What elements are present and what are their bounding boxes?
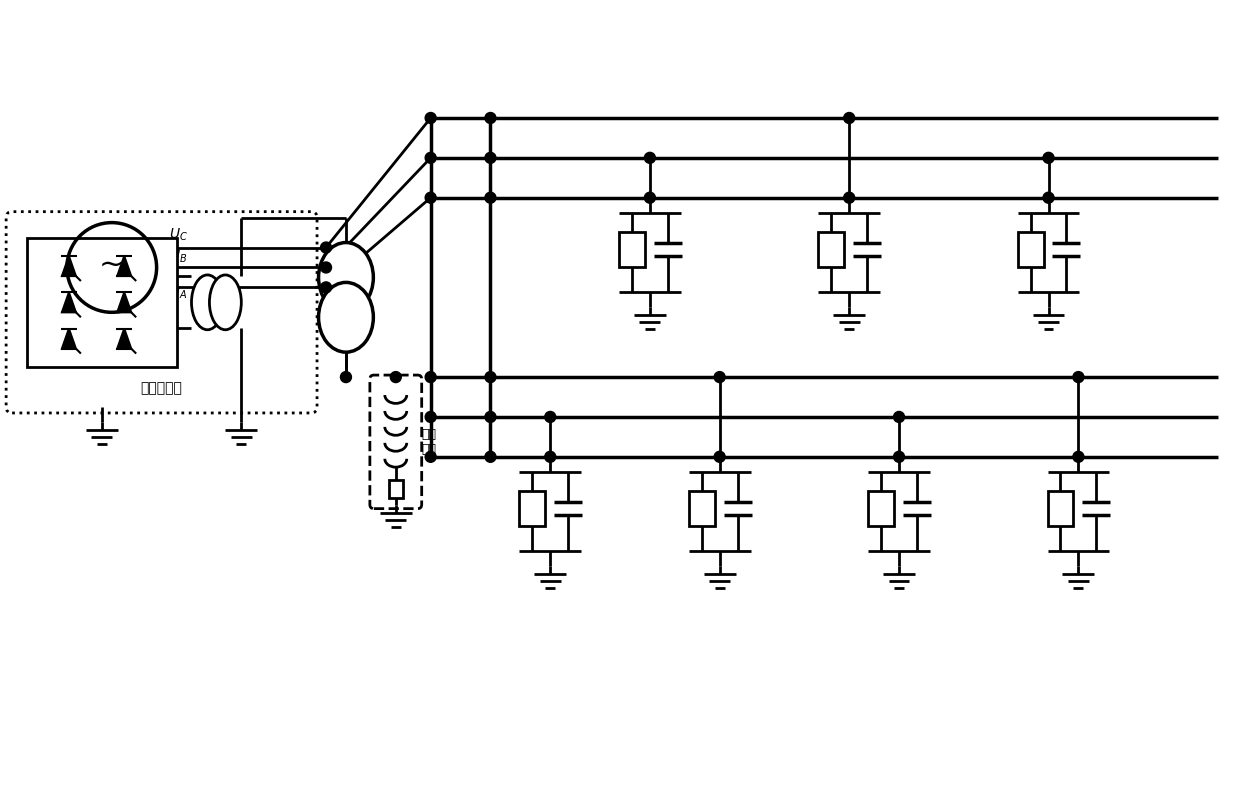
Circle shape [391, 371, 402, 383]
Circle shape [544, 411, 556, 423]
Polygon shape [62, 329, 76, 349]
Circle shape [544, 452, 556, 462]
Circle shape [485, 152, 496, 164]
FancyBboxPatch shape [6, 212, 317, 413]
Bar [688, 491, 714, 526]
Circle shape [341, 371, 351, 383]
Circle shape [425, 452, 436, 462]
Ellipse shape [319, 242, 373, 312]
Circle shape [425, 192, 436, 203]
Circle shape [485, 112, 496, 124]
Circle shape [425, 112, 436, 124]
Bar [1018, 232, 1044, 267]
Circle shape [321, 262, 331, 273]
Circle shape [425, 152, 436, 164]
Circle shape [894, 411, 904, 423]
Text: 消弧
线圈: 消弧 线圈 [422, 427, 436, 456]
Circle shape [1043, 152, 1054, 164]
Circle shape [425, 371, 436, 383]
Circle shape [714, 371, 725, 383]
Bar [818, 232, 844, 267]
Text: 可控电压源: 可控电压源 [140, 381, 182, 395]
Circle shape [714, 452, 725, 462]
Circle shape [485, 411, 496, 423]
Circle shape [645, 152, 656, 164]
Circle shape [843, 192, 854, 203]
Polygon shape [62, 293, 76, 312]
Circle shape [1043, 192, 1054, 203]
Text: $U_C$: $U_C$ [169, 226, 187, 242]
Ellipse shape [319, 282, 373, 352]
Bar [1048, 491, 1074, 526]
Text: ~: ~ [99, 251, 124, 280]
Circle shape [321, 242, 331, 253]
Circle shape [843, 112, 854, 124]
Polygon shape [118, 329, 131, 349]
Circle shape [485, 452, 496, 462]
Bar [520, 491, 546, 526]
Text: $U_A$: $U_A$ [169, 285, 187, 302]
Ellipse shape [210, 275, 242, 330]
Circle shape [1073, 452, 1084, 462]
Bar [27, 237, 176, 367]
Ellipse shape [191, 275, 223, 330]
FancyBboxPatch shape [370, 375, 422, 508]
Bar [868, 491, 894, 526]
Bar [619, 232, 645, 267]
Circle shape [485, 371, 496, 383]
Circle shape [321, 282, 331, 293]
Polygon shape [118, 293, 131, 312]
Circle shape [645, 192, 656, 203]
Circle shape [894, 452, 904, 462]
Text: $U_B$: $U_B$ [169, 249, 187, 265]
Circle shape [425, 411, 436, 423]
Circle shape [1073, 371, 1084, 383]
Polygon shape [62, 256, 76, 276]
Bar [389, 480, 403, 498]
Circle shape [485, 192, 496, 203]
Polygon shape [118, 256, 131, 276]
